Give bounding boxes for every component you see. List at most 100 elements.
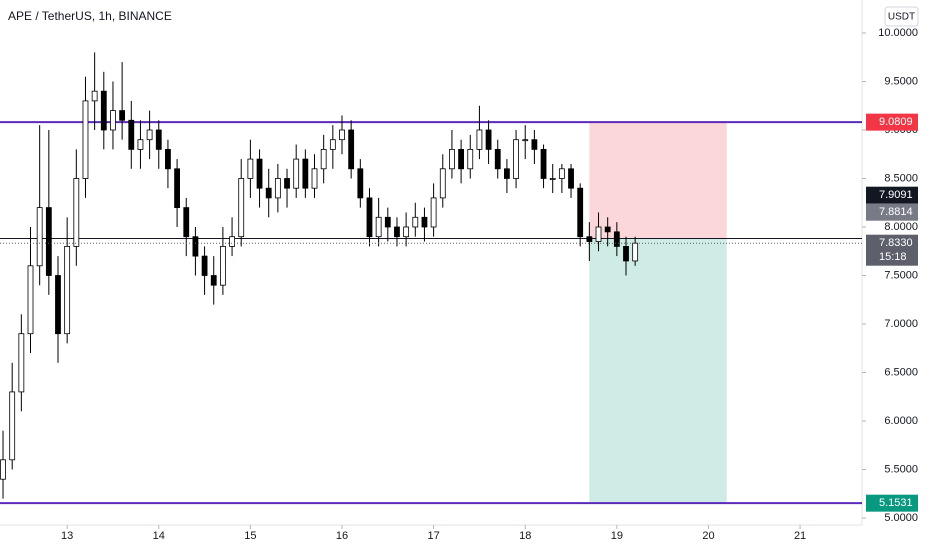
candle-body [348,129,355,170]
candle-body [467,148,474,170]
symbol-title: APE / TetherUS, 1h, BINANCE [8,9,172,23]
stop-zone [589,122,727,239]
candle-body [384,216,391,228]
plot [0,52,862,505]
candle-body [421,216,428,228]
y-tick-label: 6.5000 [884,366,918,378]
candle-body [394,226,400,238]
y-tick-label: 8.5000 [884,172,918,184]
candle-body [73,178,80,247]
candle-body [430,197,437,228]
candle-body [339,129,345,141]
y-tick-label: 5.5000 [884,463,918,475]
x-tick-label: 17 [427,530,439,542]
candle-body [577,187,584,238]
candle-body [595,226,602,242]
candle-body [357,168,364,199]
price-label: 7.8330 [879,237,913,249]
candle-body [458,148,464,170]
price-label: 7.9091 [879,189,913,201]
price-label: 7.8814 [879,206,913,218]
candle-body [302,158,309,189]
candle-body [0,459,6,480]
candle-body [128,119,135,150]
candle-body [100,90,107,131]
price-label-box [866,494,918,512]
candle-body [165,148,171,170]
candle-body [36,207,43,267]
countdown: 15:18 [879,251,907,263]
candle-body [375,216,382,238]
candle-body [485,129,492,150]
x-tick-label: 18 [519,530,531,542]
price-label-box [866,186,918,204]
x-tick-label: 21 [794,530,806,542]
candle-body [412,216,419,228]
candle-body [183,207,190,238]
currency-button[interactable] [884,6,919,27]
x-tick-label: 19 [611,530,623,542]
candle-body [229,236,235,247]
candle-body [137,139,144,150]
candle-body [504,168,510,179]
candle-body [9,391,16,461]
y-tick-label: 7.0000 [884,318,918,330]
candle-body [311,168,318,189]
candle-body [540,148,547,179]
candle-body [110,110,116,131]
x-tick-label: 16 [336,530,348,542]
candle-body [449,148,455,170]
candle-body [201,255,208,276]
candle-body [476,129,483,150]
candle-body [329,139,336,150]
candle-body [439,168,446,199]
candle-body [174,168,180,208]
candle-body [632,242,639,262]
candle-body [146,129,153,141]
candle-body [192,236,199,257]
y-tick-label: 6.0000 [884,415,918,427]
candle-body [586,236,593,242]
y-tick-label: 8.0000 [884,221,918,233]
price-label: 9.0809 [879,116,913,128]
candle-body [91,90,98,102]
candle-body [45,207,52,276]
candle-body [293,158,300,189]
price-label-box [866,113,918,131]
price-label: 5.1531 [879,497,913,509]
candle-body [82,100,89,179]
candle-body [623,245,629,262]
candle-body [55,275,61,335]
y-tick-label: 9.5000 [884,75,918,87]
candle-body [558,168,565,179]
y-tick-label: 5.0000 [884,512,918,524]
candle-body [256,158,263,189]
candle-body [155,129,162,150]
candle-body [219,245,226,286]
candle-body [522,139,529,142]
candle-body [18,333,25,393]
currency-label[interactable]: USDT [888,12,915,23]
candle-body [265,187,272,199]
candle-body [549,178,556,180]
candle-body [210,275,217,286]
x-tick-label: 20 [702,530,714,542]
x-tick-label: 14 [153,530,165,542]
price-label-box [866,203,918,221]
price-label-box [866,234,918,266]
y-tick-label: 10.0000 [878,27,918,39]
candle-body [64,245,71,335]
x-tick-label: 15 [244,530,256,542]
candle-body [513,139,519,179]
candle-body [119,110,126,121]
candle-body [366,197,373,238]
candle-body [27,265,34,335]
candle-body [238,178,245,238]
candle-body [613,231,620,247]
candle-body [274,178,281,199]
candle-body [531,139,538,150]
candle-body [320,148,327,170]
candle-body [494,148,501,170]
